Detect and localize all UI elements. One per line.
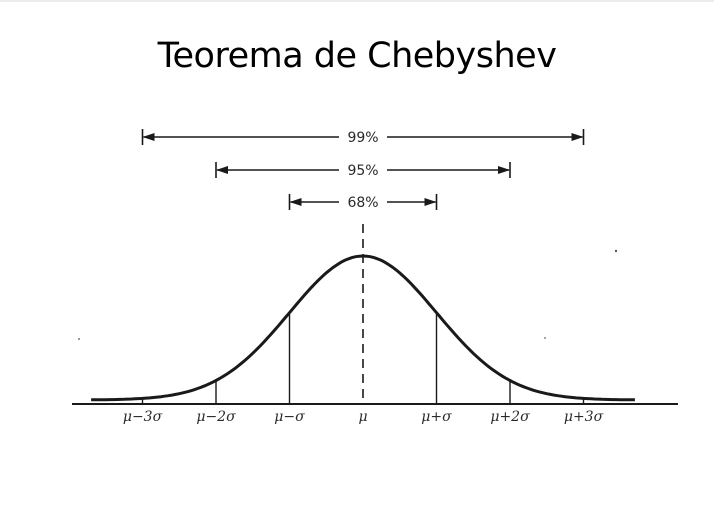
sigma-lines-group — [141, 312, 585, 404]
slide-top-border — [0, 0, 714, 2]
axis-tick-label: μ−2σ — [196, 409, 236, 425]
range-label: 99% — [347, 130, 378, 146]
range-label: 68% — [347, 195, 378, 211]
range-arrow-68pct: 68% — [288, 194, 438, 211]
axis-tick-label: μ+2σ — [490, 409, 530, 425]
scan-speck — [78, 338, 80, 340]
range-arrows-group: 99% 95% 68% — [141, 129, 585, 211]
range-label: 95% — [347, 163, 378, 179]
axis-tick-label: μ+3σ — [564, 409, 604, 425]
axis-tick-label: μ−σ — [274, 409, 305, 425]
range-arrow-95pct: 95% — [215, 162, 511, 179]
scan-speck — [614, 249, 618, 253]
axis-tick-labels-group: μ−3σ μ−2σ μ−σ μ μ+σ μ+2σ μ+3σ — [123, 409, 604, 425]
axis-tick-label: μ+σ — [421, 409, 452, 425]
axis-tick-label: μ — [358, 409, 367, 425]
axis-tick-label: μ−3σ — [123, 409, 163, 425]
slide-title: Teorema de Chebyshev — [157, 36, 557, 76]
range-arrow-99pct: 99% — [141, 129, 585, 146]
scan-speck — [544, 337, 546, 339]
